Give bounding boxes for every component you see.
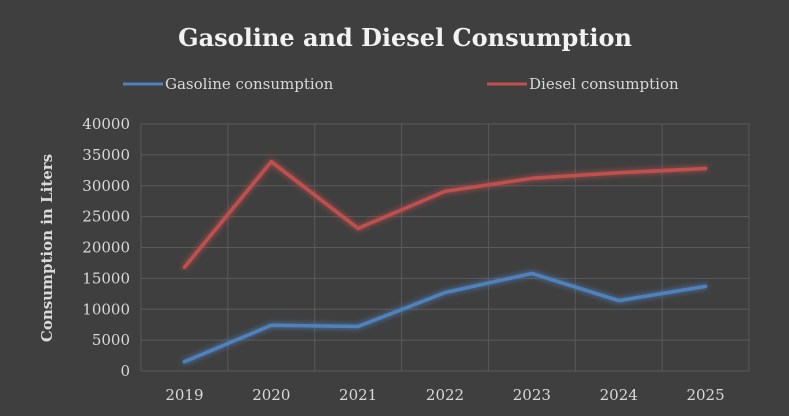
series-lines [182,159,708,364]
data-point-diesel [704,166,708,170]
y-tick-label: 10000 [82,300,130,318]
y-tick-label: 40000 [82,115,130,133]
chart-title: Gasoline and Diesel Consumption [178,23,632,52]
x-tick-label: 2025 [686,386,724,404]
data-point-gasoline [269,323,273,327]
legend-label-gasoline: Gasoline consumption [165,75,334,93]
x-tick-label: 2023 [513,386,551,404]
data-point-gasoline [356,325,360,329]
x-tick-label: 2024 [600,386,638,404]
x-tick-label: 2020 [252,386,290,404]
data-point-gasoline [530,271,534,275]
y-tick-label: 15000 [82,269,130,287]
x-axis-ticks: 2019 2020 2021 2022 2023 2024 2025 [165,386,724,404]
y-tick-label: 35000 [82,146,130,164]
data-point-gasoline [617,299,621,303]
data-point-gasoline [182,360,186,364]
data-point-diesel [182,265,186,269]
y-axis-ticks: 0 5000 10000 15000 20000 25000 30000 35000 40000 [82,115,130,380]
data-point-diesel [530,176,534,180]
y-tick-label: 25000 [82,208,130,226]
y-tick-label: 0 [120,362,130,380]
y-axis-label: Consumption in Liters [38,154,56,342]
data-point-diesel [356,226,360,230]
data-point-gasoline [704,284,708,288]
x-tick-label: 2019 [165,386,203,404]
data-point-diesel [269,160,273,164]
legend: Gasoline consumption Diesel consumption [123,75,679,93]
data-point-diesel [443,189,447,193]
y-tick-label: 30000 [82,177,130,195]
x-tick-label: 2021 [339,386,377,404]
x-tick-label: 2022 [426,386,464,404]
data-point-gasoline [443,291,447,295]
y-tick-label: 20000 [82,239,130,257]
legend-label-diesel: Diesel consumption [529,75,679,93]
gridlines [140,123,750,372]
data-point-diesel [617,171,621,175]
y-tick-label: 5000 [92,331,130,349]
